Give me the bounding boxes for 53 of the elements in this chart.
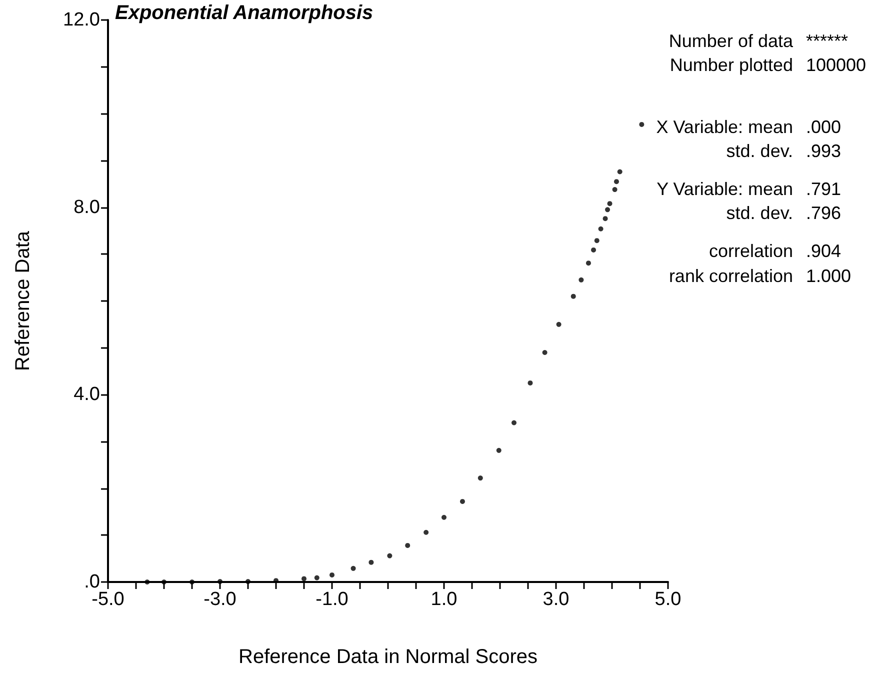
y-tick-label: 12.0 [63,10,100,30]
point [387,553,392,558]
point [617,169,622,174]
point [314,575,320,580]
point [496,448,502,453]
point [218,579,222,584]
point [602,216,608,222]
chart-title: Exponential Anamorphosis [115,2,374,24]
text: rank correlation 1.000 [668,266,852,286]
point [302,576,306,582]
point [594,238,600,244]
x-tick-label: -3.0 [204,589,236,610]
point [578,277,584,282]
point [570,294,576,299]
y-axis-title: Reference Data [12,230,34,372]
point [246,579,250,584]
annotation: X Variable: mean .000 [656,117,842,137]
point [424,530,429,535]
point [330,572,334,578]
x-tick-label: -1.0 [316,589,348,610]
point [478,476,483,481]
point [144,580,150,584]
point [598,226,604,232]
text: std. dev. .796 [726,203,842,223]
point [605,207,610,212]
text: Number of data ****** [668,31,848,51]
point [162,580,166,584]
x-tick-label: 1.0 [430,589,458,610]
point [442,514,446,520]
text: std. dev. .993 [726,141,842,161]
point [612,187,618,192]
text: correlation .904 [708,241,842,261]
point [460,498,465,504]
point [405,542,410,548]
x-tick-label: 3.0 [542,589,570,610]
point [190,580,194,584]
text: Number plotted 100000 [670,55,866,75]
point [591,247,596,252]
point [368,560,374,565]
point [607,201,612,206]
x-axis-title: Reference Data in Normal Scores [238,646,538,668]
point [586,260,591,266]
annotation: Y Variable: mean .791 [656,179,842,199]
y-tick-label: 8.0 [74,196,100,218]
point [528,380,533,386]
point [639,122,644,127]
y-tick-label: 4.0 [74,384,100,406]
point [542,350,548,356]
point [614,179,619,184]
point [556,322,562,327]
point [350,566,356,571]
x-tick-label: 5.0 [654,589,682,610]
point [512,420,516,426]
